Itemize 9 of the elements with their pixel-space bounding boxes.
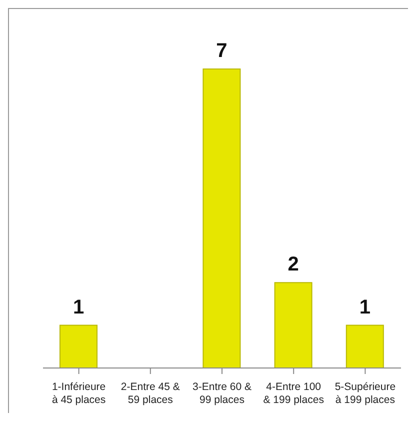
x-tick-label: 1-Inférieure à 45 places (52, 381, 106, 406)
data-label: 1 (72, 296, 84, 318)
data-label: 7 (216, 40, 228, 62)
data-label: 2 (288, 254, 299, 276)
data-label: 1 (359, 296, 370, 318)
x-tick-label: 4-Entre 100 & 199 places (263, 381, 324, 406)
x-tick-label: 3-Entre 60 & 99 places (192, 381, 252, 406)
x-tick-label: 2-Entre 45 & 59 places (120, 381, 180, 406)
x-tick-label: 5-Supérieure à 199 places (334, 381, 396, 406)
